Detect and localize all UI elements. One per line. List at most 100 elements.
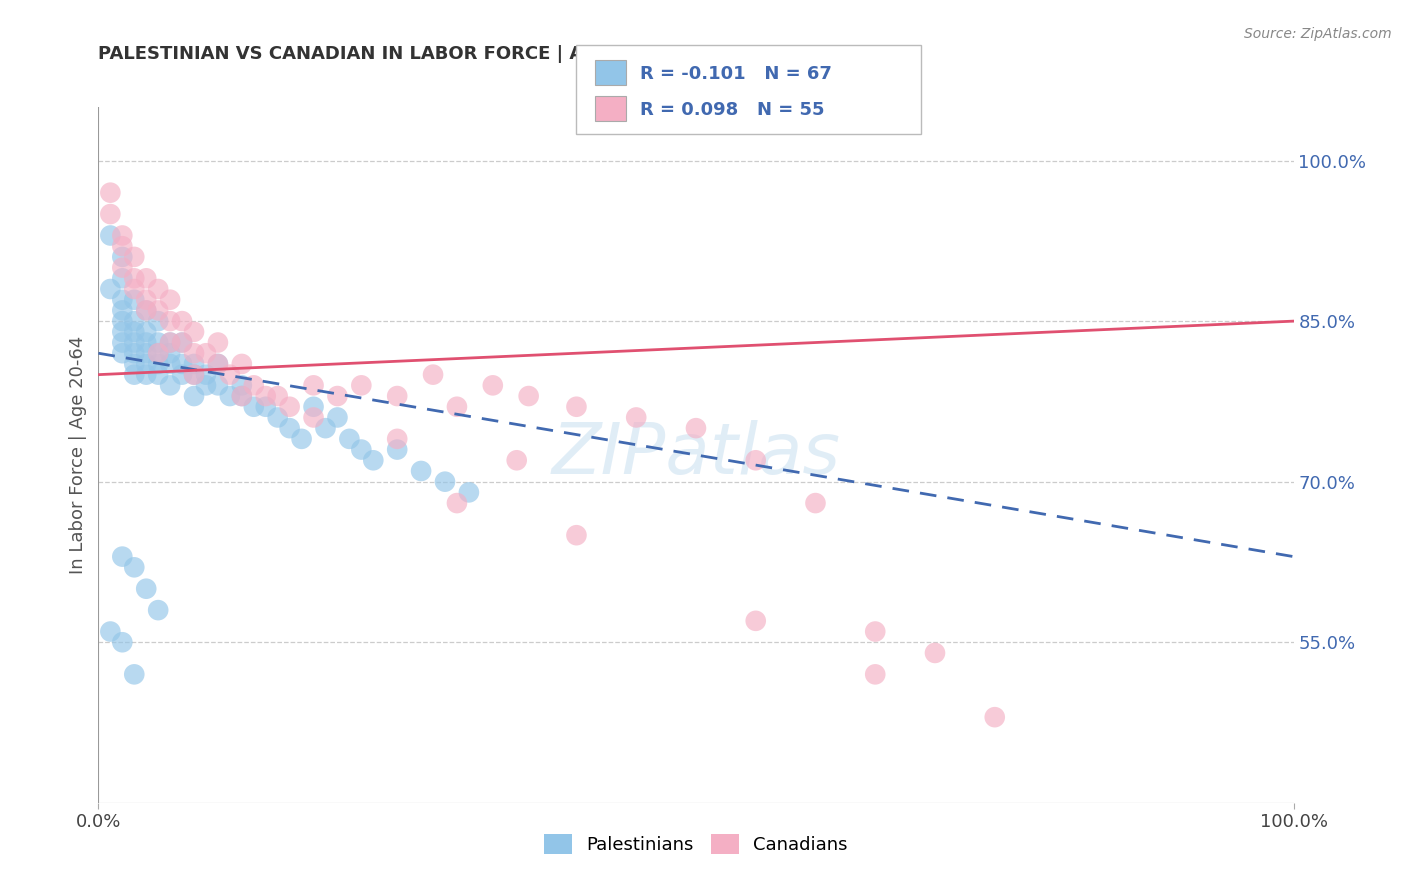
Canadians xyxy=(183,325,205,339)
Palestinians xyxy=(111,250,134,264)
Palestinians xyxy=(98,228,122,243)
Palestinians xyxy=(195,378,218,392)
Canadians xyxy=(326,389,349,403)
Palestinians xyxy=(278,421,301,435)
Palestinians xyxy=(231,378,253,392)
Palestinians xyxy=(183,368,205,382)
Palestinians xyxy=(183,389,205,403)
Palestinians xyxy=(159,346,181,360)
Palestinians xyxy=(124,368,146,382)
Palestinians xyxy=(111,303,134,318)
Canadians xyxy=(135,293,157,307)
Palestinians xyxy=(124,667,146,681)
Canadians xyxy=(385,389,409,403)
Palestinians xyxy=(135,335,157,350)
Canadians xyxy=(350,378,373,392)
Palestinians xyxy=(111,271,134,285)
Canadians xyxy=(183,346,205,360)
Palestinians xyxy=(148,368,170,382)
Palestinians xyxy=(434,475,457,489)
Canadians xyxy=(111,260,134,275)
Canadians xyxy=(984,710,1007,724)
Canadians xyxy=(231,357,253,371)
Palestinians xyxy=(98,624,122,639)
Palestinians xyxy=(135,357,157,371)
Canadians xyxy=(267,389,290,403)
Y-axis label: In Labor Force | Age 20-64: In Labor Force | Age 20-64 xyxy=(69,335,87,574)
Palestinians xyxy=(124,314,146,328)
Canadians xyxy=(302,378,325,392)
Canadians xyxy=(446,400,468,414)
Palestinians xyxy=(111,635,134,649)
Canadians xyxy=(159,335,181,350)
Palestinians xyxy=(111,346,134,360)
Canadians xyxy=(148,303,170,318)
Palestinians xyxy=(243,400,266,414)
Palestinians xyxy=(159,378,181,392)
Palestinians xyxy=(183,357,205,371)
Canadians xyxy=(243,378,266,392)
Canadians xyxy=(207,335,229,350)
Canadians xyxy=(865,624,887,639)
Canadians xyxy=(422,368,444,382)
Canadians xyxy=(207,357,229,371)
Palestinians xyxy=(135,303,157,318)
Canadians xyxy=(219,368,242,382)
Canadians xyxy=(565,400,588,414)
Palestinians xyxy=(195,368,218,382)
Canadians xyxy=(446,496,468,510)
Palestinians xyxy=(207,378,229,392)
Canadians xyxy=(924,646,946,660)
Palestinians xyxy=(124,560,146,574)
Palestinians xyxy=(326,410,349,425)
Canadians xyxy=(172,335,194,350)
Canadians xyxy=(195,346,218,360)
Palestinians xyxy=(219,389,242,403)
Palestinians xyxy=(159,335,181,350)
Canadians xyxy=(172,314,194,328)
Palestinians xyxy=(111,549,134,564)
Canadians xyxy=(745,453,768,467)
Canadians xyxy=(481,378,505,392)
Legend: Palestinians, Canadians: Palestinians, Canadians xyxy=(536,825,856,863)
Palestinians xyxy=(302,400,325,414)
Palestinians xyxy=(111,325,134,339)
Palestinians xyxy=(315,421,337,435)
Palestinians xyxy=(111,314,134,328)
Canadians xyxy=(865,667,887,681)
Canadians xyxy=(745,614,768,628)
Canadians xyxy=(565,528,588,542)
Palestinians xyxy=(135,582,157,596)
Text: PALESTINIAN VS CANADIAN IN LABOR FORCE | AGE 20-64 CORRELATION CHART: PALESTINIAN VS CANADIAN IN LABOR FORCE |… xyxy=(98,45,896,62)
Palestinians xyxy=(148,335,170,350)
Palestinians xyxy=(148,357,170,371)
Palestinians xyxy=(135,368,157,382)
Canadians xyxy=(111,228,134,243)
Palestinians xyxy=(363,453,385,467)
Palestinians xyxy=(124,293,146,307)
Palestinians xyxy=(124,357,146,371)
Canadians xyxy=(517,389,540,403)
Palestinians xyxy=(148,346,170,360)
Canadians xyxy=(124,271,146,285)
Palestinians xyxy=(111,293,134,307)
Text: ZIPatlas: ZIPatlas xyxy=(551,420,841,490)
Palestinians xyxy=(207,357,229,371)
Palestinians xyxy=(172,357,194,371)
Palestinians xyxy=(148,314,170,328)
Canadians xyxy=(124,250,146,264)
Text: R = -0.101   N = 67: R = -0.101 N = 67 xyxy=(640,65,831,83)
Canadians xyxy=(385,432,409,446)
Canadians xyxy=(148,346,170,360)
Canadians xyxy=(159,314,181,328)
Canadians xyxy=(626,410,648,425)
Palestinians xyxy=(458,485,481,500)
Palestinians xyxy=(291,432,314,446)
Palestinians xyxy=(159,357,181,371)
Palestinians xyxy=(111,335,134,350)
Palestinians xyxy=(135,346,157,360)
Canadians xyxy=(98,207,122,221)
Palestinians xyxy=(135,325,157,339)
Palestinians xyxy=(267,410,290,425)
Palestinians xyxy=(98,282,122,296)
